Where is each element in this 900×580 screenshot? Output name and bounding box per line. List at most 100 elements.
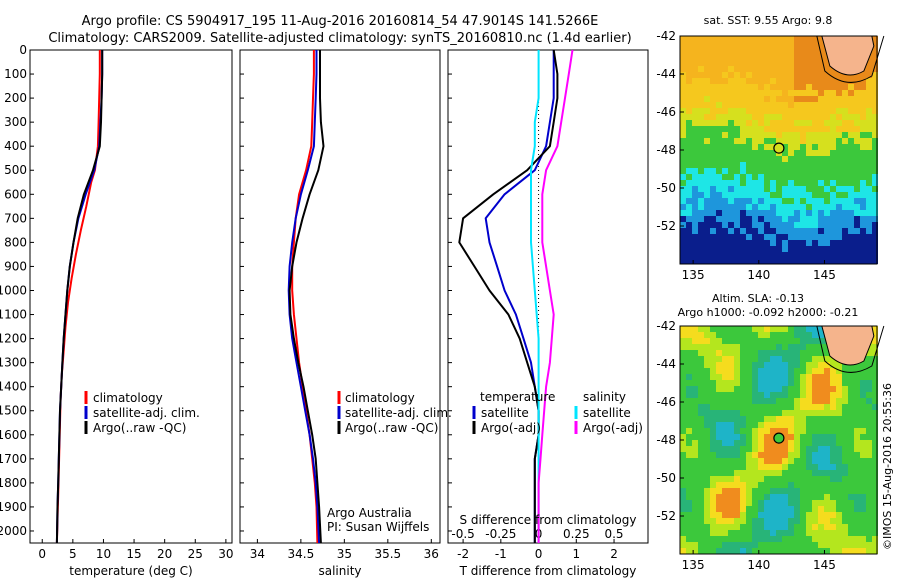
map-cell — [722, 326, 728, 332]
map-cell — [866, 198, 872, 204]
map-cell — [830, 476, 836, 482]
map-cell — [860, 78, 866, 84]
map-cell — [758, 404, 764, 410]
map-cell — [734, 368, 740, 374]
map-cell — [806, 344, 812, 350]
map-cell — [722, 350, 728, 356]
map-cell — [836, 132, 842, 138]
map-cell — [794, 416, 800, 422]
map-cell — [776, 156, 782, 162]
map-cell — [692, 332, 698, 338]
map-cell — [680, 138, 686, 144]
map-cell — [716, 246, 722, 252]
map-cell — [686, 156, 692, 162]
map-cell — [806, 530, 812, 536]
map-cell — [842, 434, 848, 440]
map-cell — [854, 500, 860, 506]
map-cell — [806, 350, 812, 356]
map-cell — [746, 494, 752, 500]
map-cell — [800, 404, 806, 410]
map-cell — [782, 222, 788, 228]
map-cell — [854, 428, 860, 434]
map-cell — [746, 78, 752, 84]
map-cell — [776, 464, 782, 470]
x-tick-label: 145 — [813, 558, 836, 572]
map-cell — [698, 476, 704, 482]
x-axis-label: temperature (deg C) — [69, 564, 192, 578]
map-cell — [704, 338, 710, 344]
map-cell — [764, 216, 770, 222]
map-cell — [800, 446, 806, 452]
y-tick-label: 1700 — [0, 452, 27, 466]
map-cell — [800, 500, 806, 506]
map-cell — [830, 380, 836, 386]
map-cell — [704, 198, 710, 204]
map-cell — [854, 246, 860, 252]
map-cell — [836, 120, 842, 126]
map-cell — [788, 180, 794, 186]
map-cell — [794, 192, 800, 198]
map-cell — [812, 216, 818, 222]
map-cell — [752, 102, 758, 108]
map-cell — [800, 168, 806, 174]
map-cell — [866, 392, 872, 398]
map-cell — [734, 174, 740, 180]
map-cell — [734, 138, 740, 144]
map-cell — [770, 458, 776, 464]
map-cell — [788, 246, 794, 252]
map-cell — [842, 204, 848, 210]
map-cell — [782, 494, 788, 500]
map-cell — [830, 464, 836, 470]
map-cell — [692, 132, 698, 138]
map-cell — [872, 174, 878, 180]
map-cell — [824, 458, 830, 464]
map-cell — [764, 416, 770, 422]
map-cell — [830, 210, 836, 216]
map-cell — [722, 386, 728, 392]
map-cell — [776, 204, 782, 210]
map-cell — [734, 542, 740, 548]
map-cell — [728, 434, 734, 440]
map-cell — [848, 246, 854, 252]
map-cell — [680, 512, 686, 518]
map-cell — [692, 48, 698, 54]
x-tick-label: 25 — [188, 547, 203, 561]
map-cell — [848, 228, 854, 234]
map-cell — [740, 494, 746, 500]
map-cell — [692, 404, 698, 410]
map-cell — [830, 174, 836, 180]
map-cell — [764, 518, 770, 524]
map-cell — [866, 482, 872, 488]
map-cell — [830, 90, 836, 96]
map-cell — [836, 524, 842, 530]
map-cell — [764, 446, 770, 452]
map-cell — [740, 90, 746, 96]
map-cell — [698, 48, 704, 54]
map-cell — [764, 494, 770, 500]
map-cell — [770, 132, 776, 138]
map-cell — [680, 168, 686, 174]
map-cell — [770, 368, 776, 374]
map-cell — [854, 84, 860, 90]
map-cell — [860, 410, 866, 416]
map-cell — [788, 368, 794, 374]
map-cell — [788, 66, 794, 72]
map-cell — [704, 494, 710, 500]
map-cell — [770, 326, 776, 332]
map-cell — [866, 216, 872, 222]
map-cell — [698, 222, 704, 228]
map-cell — [704, 102, 710, 108]
map-cell — [830, 72, 836, 78]
map-cell — [710, 524, 716, 530]
map-cell — [842, 198, 848, 204]
map-cell — [716, 36, 722, 42]
map-cell — [788, 126, 794, 132]
map-cell — [842, 416, 848, 422]
map-cell — [746, 66, 752, 72]
map-cell — [764, 380, 770, 386]
map-cell — [764, 48, 770, 54]
legend-label: climatology — [93, 391, 163, 405]
map-cell — [830, 548, 836, 554]
map-cell — [812, 78, 818, 84]
